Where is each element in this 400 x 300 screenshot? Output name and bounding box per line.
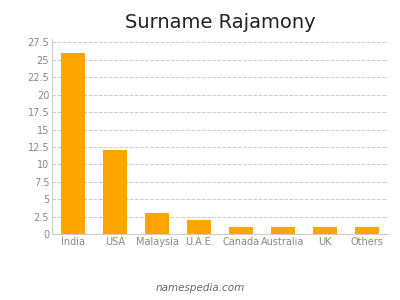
Bar: [188, 220, 210, 234]
Bar: [62, 53, 84, 234]
Bar: [356, 227, 378, 234]
Bar: [230, 227, 252, 234]
Text: namespedia.com: namespedia.com: [155, 283, 245, 293]
Bar: [314, 227, 336, 234]
Bar: [146, 213, 168, 234]
Title: Surname Rajamony: Surname Rajamony: [125, 13, 315, 32]
Bar: [104, 150, 126, 234]
Bar: [272, 227, 294, 234]
